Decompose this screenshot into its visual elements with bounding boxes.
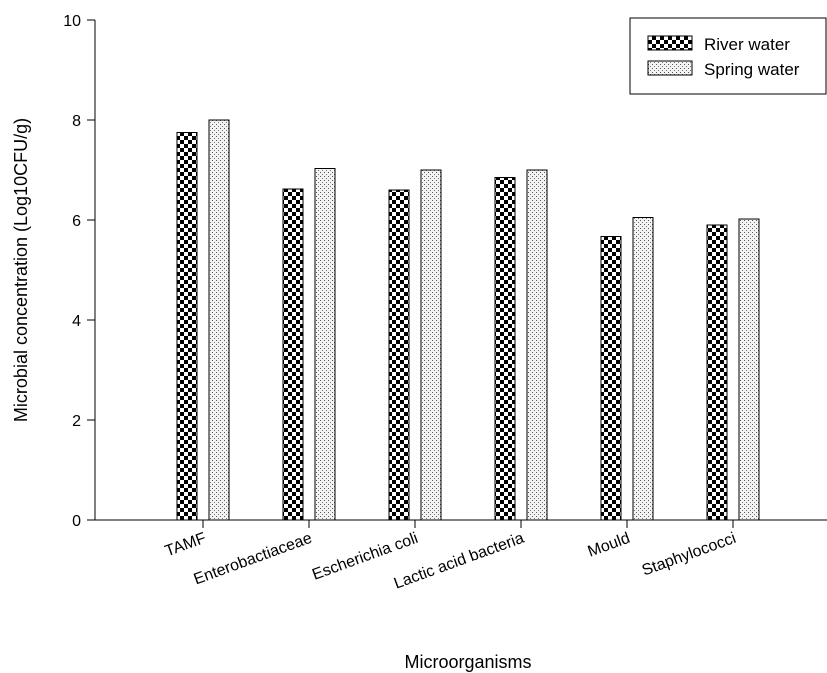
- bar-river-water: [282, 188, 304, 521]
- bar-spring-water: [420, 169, 442, 521]
- bar-spring-water: [208, 119, 230, 521]
- legend-label-river-water: River water: [704, 35, 790, 54]
- bar-river-water: [600, 236, 622, 521]
- bar-spring-water: [526, 169, 548, 521]
- bar-spring-water: [314, 168, 336, 521]
- legend-box: [629, 17, 827, 95]
- legend-swatch-spring-water: [647, 60, 693, 76]
- x-axis-title: Microorganisms: [404, 652, 531, 672]
- legend: River water Spring water: [629, 17, 827, 95]
- x-tick-label: Staphylococci: [640, 530, 739, 580]
- y-tick-label: 10: [63, 13, 81, 30]
- bars-group: [176, 119, 760, 521]
- bar-river-water: [176, 132, 198, 521]
- y-axis-ticks: 0 2 4 6 8 10: [63, 13, 95, 530]
- legend-swatch-river-water: [647, 35, 693, 51]
- bar-spring-water: [632, 217, 654, 521]
- y-tick-label: 8: [72, 113, 81, 130]
- x-tick-label: TAMF: [163, 530, 209, 561]
- y-tick-label: 6: [72, 213, 81, 230]
- bar-spring-water: [738, 218, 760, 521]
- y-tick-label: 4: [72, 313, 81, 330]
- bar-river-water: [388, 189, 410, 521]
- x-tick-label: Enterobactiaceae: [192, 530, 315, 589]
- bar-river-water: [494, 177, 516, 521]
- x-tick-label: Mould: [586, 530, 633, 561]
- y-axis-title: Microbial concentration (Log10CFU/g): [11, 118, 31, 422]
- plot-area: 0 2 4 6 8 10 TAMFEnterobactiaceaeEscherichia …: [63, 13, 827, 593]
- bar-river-water: [706, 224, 728, 521]
- legend-label-spring-water: Spring water: [704, 60, 800, 79]
- y-tick-label: 0: [72, 513, 81, 530]
- y-tick-label: 2: [72, 413, 81, 430]
